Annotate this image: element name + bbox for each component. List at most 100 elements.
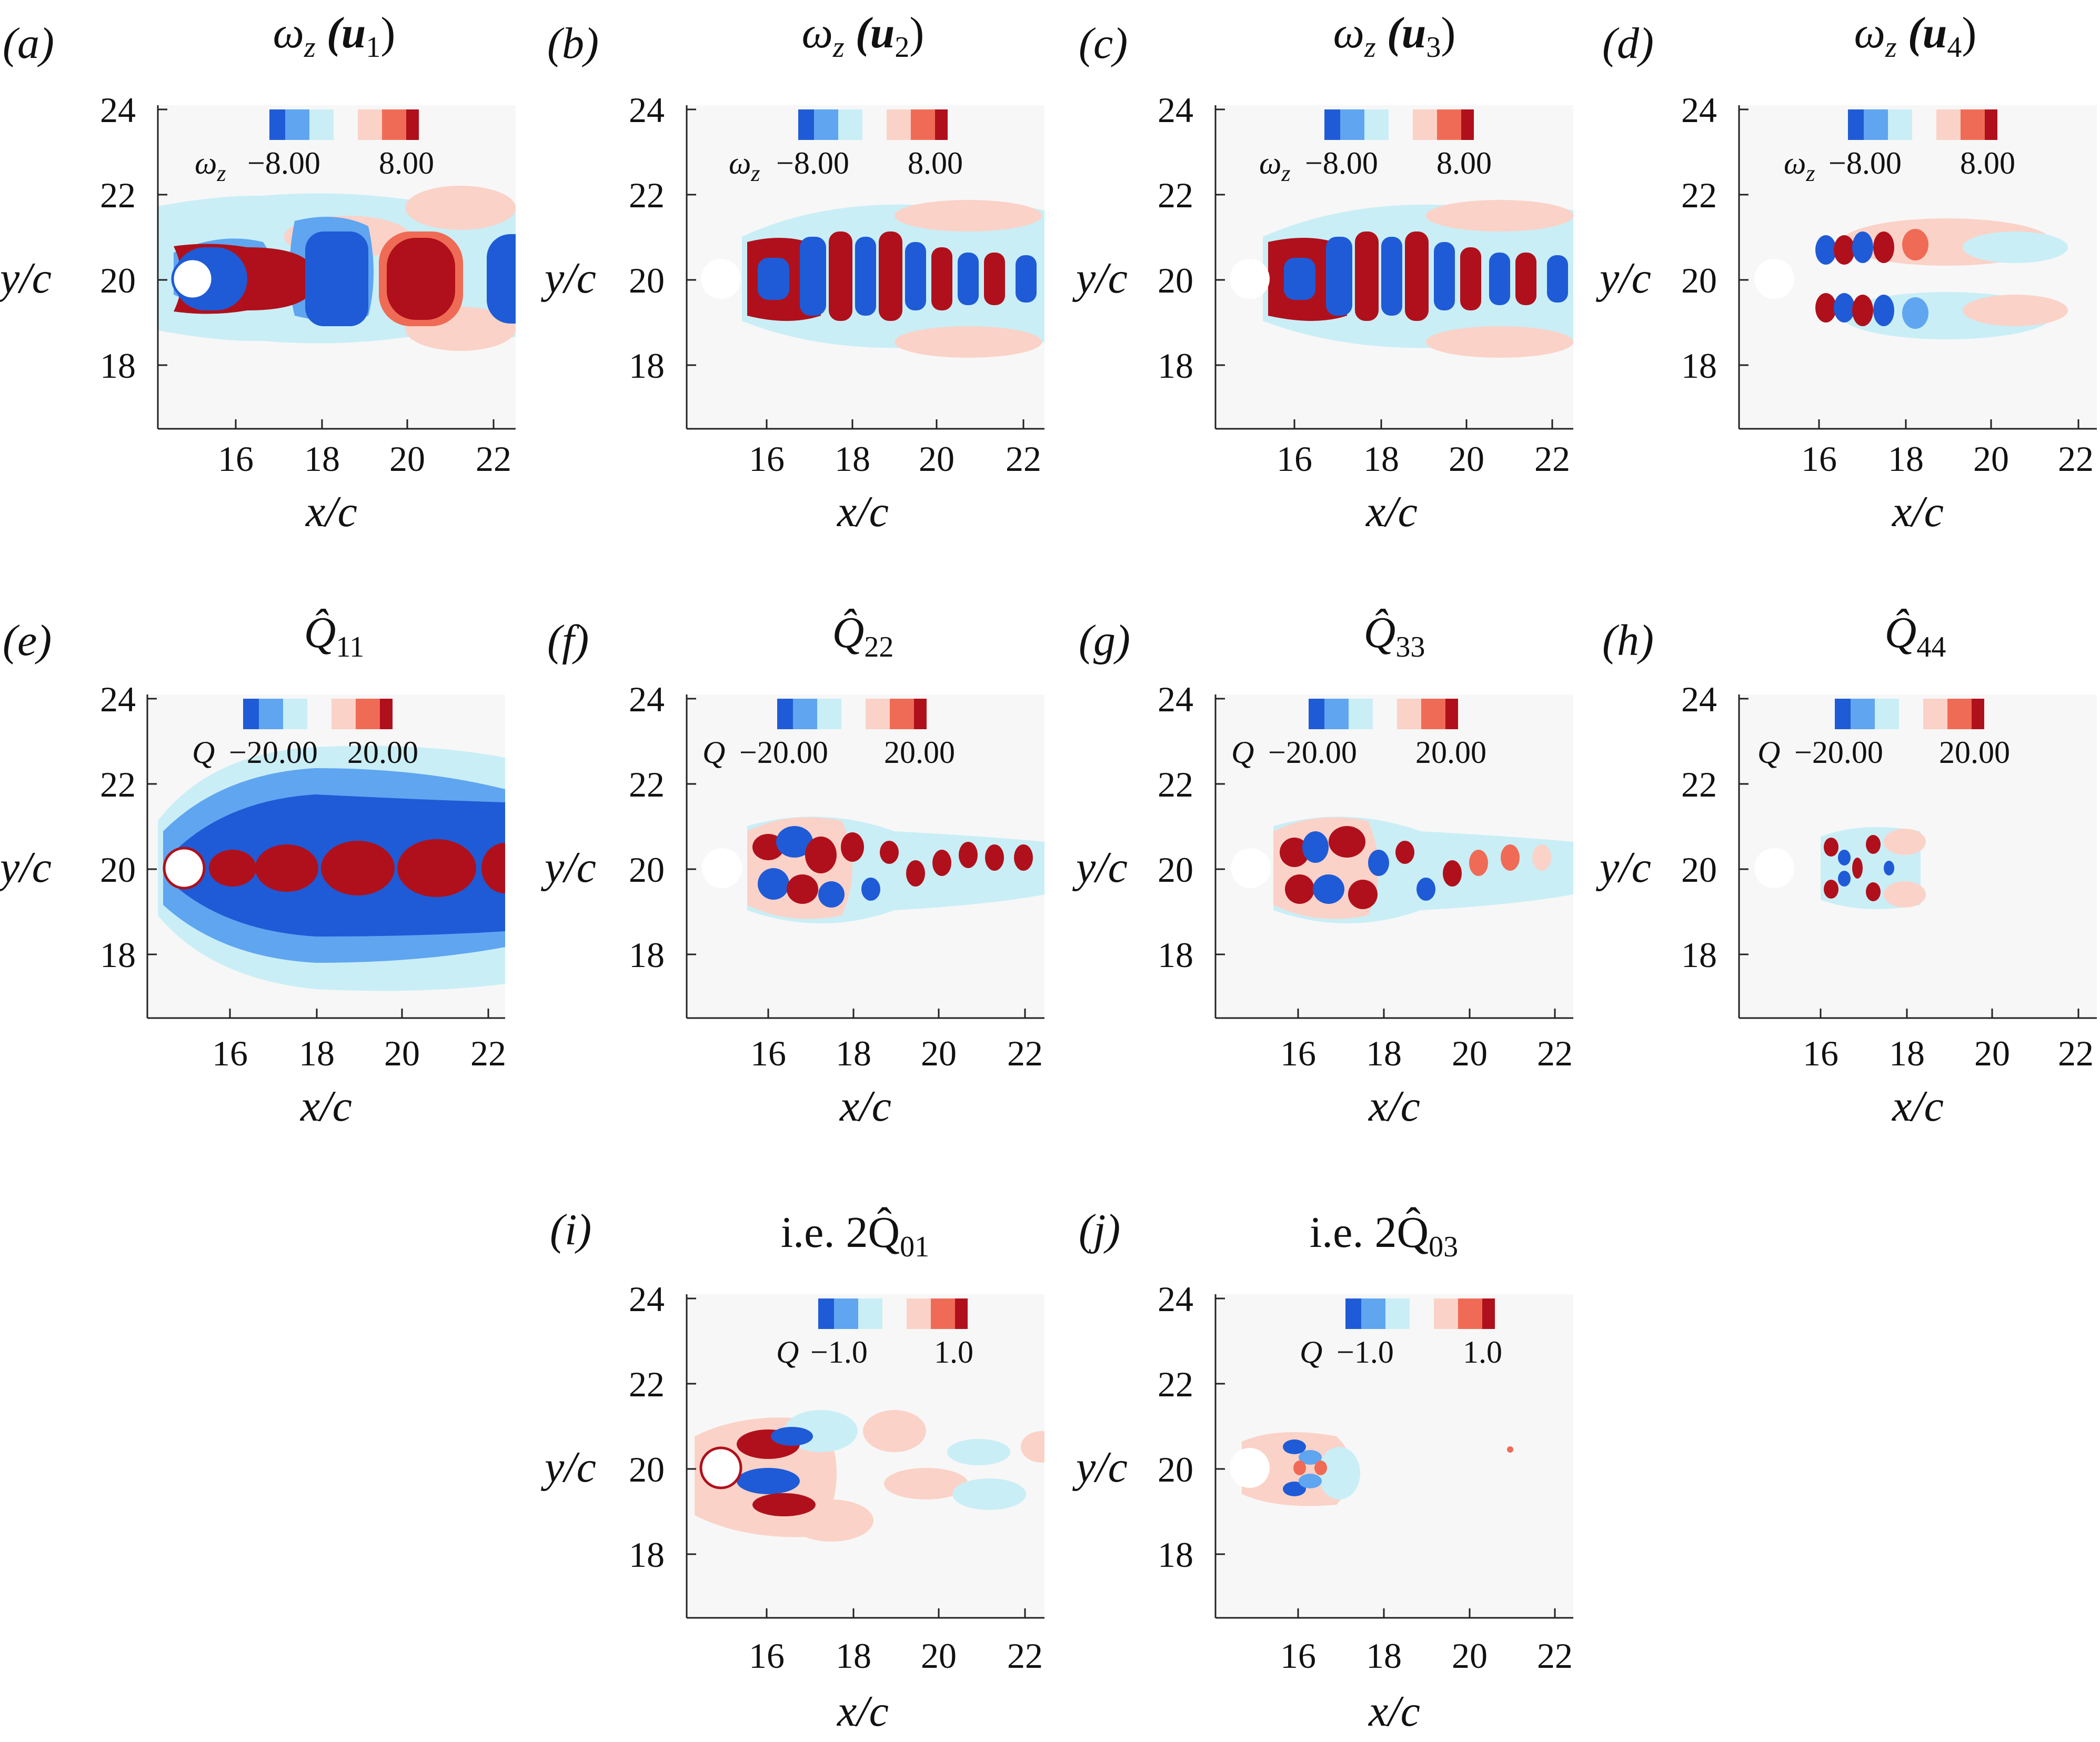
y-ticks: 24 22 20 18 — [1158, 1279, 1225, 1575]
colorbar-min-label: −20.00 — [1268, 735, 1357, 770]
panel-g: Q −20.00 20.00 24 22 20 18 16 18 20 22 x… — [1072, 608, 1573, 1131]
panel-title: ωz (u2) — [802, 8, 925, 64]
y-tick-label: 18 — [100, 346, 136, 386]
x-ticks: 16 18 20 22 — [1803, 1009, 2094, 1073]
y-axis-label: y/c — [1595, 254, 1651, 303]
y-axis-label: y/c — [540, 1443, 596, 1492]
y-axis-label: y/c — [1072, 254, 1128, 303]
colorbar-symbol: ωz — [1784, 146, 1815, 186]
x-tick-label: 16 — [1280, 1033, 1316, 1073]
y-tick-label: 18 — [1158, 1535, 1193, 1575]
x-tick-label: 18 — [835, 439, 870, 479]
x-tick-label: 18 — [1888, 439, 1924, 479]
colorbar-max-label: 20.00 — [1939, 735, 2010, 770]
panel-title: i.e. 2Q̂01 — [781, 1207, 929, 1263]
vorticity-contour-field — [1754, 218, 2068, 339]
colorbar-min-label: −8.00 — [1828, 146, 1902, 180]
y-tick-label: 20 — [1158, 850, 1193, 890]
x-axis-label: x/c — [1368, 1687, 1420, 1736]
colorbar-min-label: −8.00 — [1305, 146, 1378, 180]
x-tick-label: 18 — [1366, 1636, 1402, 1676]
panel-title-main: i.e. 2Q̂ — [781, 1207, 900, 1257]
x-tick-label: 16 — [1280, 1636, 1316, 1676]
x-tick-label: 16 — [218, 439, 254, 479]
panel-title: ωz (u4) — [1854, 8, 1977, 64]
x-tick-label: 20 — [389, 439, 425, 479]
cylinder-icon — [701, 259, 741, 299]
panel-title-extra: (u — [316, 8, 366, 57]
cylinder-icon — [1754, 259, 1794, 299]
colorbar: ωz −8.00 8.00 — [1259, 109, 1492, 186]
panel-title: Q̂33 — [1364, 608, 1425, 663]
colorbar-symbol-sub: z — [750, 160, 760, 186]
x-axis-label: x/c — [305, 487, 357, 536]
panel-j: Q −1.0 1.0 24 22 20 18 16 18 20 22 x/c y… — [1072, 1205, 1573, 1736]
y-tick-label: 18 — [629, 1535, 665, 1575]
x-ticks: 16 18 20 22 — [1280, 1608, 1573, 1676]
q-criterion-contour-field — [1231, 817, 1573, 923]
x-axis-label: x/c — [299, 1082, 352, 1131]
x-axis-label: x/c — [1891, 1082, 1944, 1131]
panel-title-extra: (u — [1897, 8, 1947, 57]
panel-title: Q̂22 — [832, 608, 894, 663]
colorbar-symbol-main: Q — [702, 735, 725, 770]
y-tick-label: 24 — [629, 1279, 665, 1319]
y-tick-label: 24 — [1681, 90, 1717, 130]
panel-title-main: Q̂ — [832, 608, 865, 657]
x-ticks: 16 18 20 22 — [212, 1009, 506, 1073]
q-criterion-contour-field — [1230, 1432, 1513, 1506]
x-axis-label: x/c — [836, 487, 889, 536]
colorbar-max-label: 20.00 — [884, 735, 955, 770]
y-tick-label: 24 — [1158, 679, 1193, 719]
x-tick-label: 18 — [1889, 1033, 1925, 1073]
x-tick-label: 22 — [2058, 439, 2094, 479]
panel-title-main: Q̂ — [1885, 608, 1917, 657]
panel-title-index: 3 — [1426, 31, 1441, 64]
panel-title-index: 4 — [1947, 31, 1962, 64]
panel-title-sub: 01 — [900, 1231, 929, 1263]
y-tick-label: 24 — [629, 90, 665, 130]
x-tick-label: 22 — [1007, 1033, 1043, 1073]
colorbar-symbol: ωz — [729, 146, 760, 186]
q-criterion-contour-field — [158, 746, 505, 991]
colorbar-min-label: −8.00 — [776, 146, 849, 180]
x-axis-label: x/c — [1368, 1082, 1420, 1131]
y-tick-label: 22 — [1681, 175, 1717, 215]
y-tick-label: 24 — [100, 679, 136, 719]
x-ticks: 16 18 20 22 — [1280, 1009, 1573, 1073]
y-tick-label: 20 — [629, 1449, 665, 1489]
y-tick-label: 18 — [1681, 346, 1717, 386]
colorbar: ωz −8.00 8.00 — [729, 109, 963, 186]
y-tick-label: 22 — [629, 175, 665, 215]
y-tick-label: 22 — [100, 175, 136, 215]
y-tick-label: 18 — [100, 935, 136, 975]
y-tick-label: 24 — [100, 90, 136, 130]
x-tick-label: 22 — [1537, 1636, 1573, 1676]
colorbar-symbol-main: ω — [195, 146, 217, 180]
panel-h: Q −20.00 20.00 24 22 20 18 16 18 20 22 x… — [1595, 608, 2097, 1131]
x-tick-label: 16 — [1277, 439, 1312, 479]
x-tick-label: 22 — [476, 439, 511, 479]
q-criterion-contour-field — [702, 817, 1044, 923]
x-tick-label: 22 — [470, 1033, 506, 1073]
panel-letter: (b) — [547, 19, 599, 68]
colorbar-symbol-main: Q — [776, 1335, 799, 1370]
panel-title-sub: 11 — [336, 631, 364, 663]
y-axis-label: y/c — [540, 843, 596, 892]
x-tick-label: 20 — [1449, 439, 1484, 479]
x-axis-label: x/c — [1891, 487, 1944, 536]
y-tick-label: 22 — [1158, 1364, 1193, 1404]
panel-letter: (c) — [1079, 19, 1128, 68]
colorbar-min-label: −20.00 — [739, 735, 828, 770]
y-ticks: 24 22 20 18 — [1681, 90, 1749, 386]
x-tick-label: 20 — [1974, 1033, 2010, 1073]
panel-title-sub: 44 — [1916, 631, 1946, 663]
colorbar-max-label: 20.00 — [347, 735, 418, 770]
panel-letter: (d) — [1602, 19, 1654, 68]
colorbar-min-label: −1.0 — [1337, 1335, 1394, 1370]
colorbar-symbol-main: ω — [1259, 146, 1281, 180]
y-axis-label: y/c — [540, 254, 596, 303]
y-tick-label: 20 — [1681, 850, 1717, 890]
panel-title-extra: (u — [845, 8, 895, 57]
x-tick-label: 20 — [384, 1033, 420, 1073]
